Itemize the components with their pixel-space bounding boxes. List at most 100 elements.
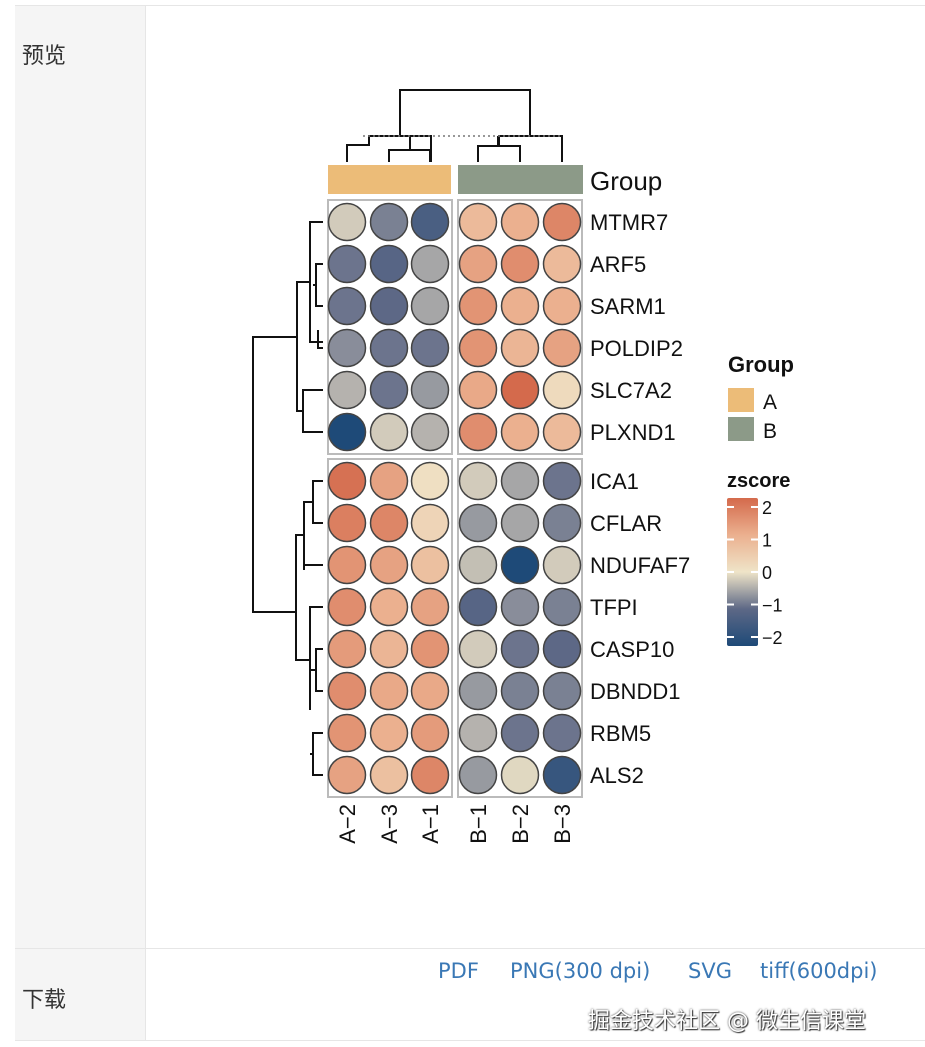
cell-ARF5-5 bbox=[542, 244, 582, 284]
column-label: A−3 bbox=[377, 804, 402, 844]
cell-SLC7A2-1 bbox=[369, 370, 409, 410]
cell-CFLAR-2 bbox=[410, 503, 450, 543]
cell-POLDIP2-1 bbox=[369, 328, 409, 368]
row-label: TFPI bbox=[590, 595, 638, 620]
cell-ICA1-5 bbox=[542, 461, 582, 501]
cell-DBNDD1-4 bbox=[500, 671, 540, 711]
cell-MTMR7-5 bbox=[542, 202, 582, 242]
cell-SLC7A2-2 bbox=[410, 370, 450, 410]
cell-TFPI-4 bbox=[500, 587, 540, 627]
cell-MTMR7-0 bbox=[327, 202, 367, 242]
preview-label: 预览 bbox=[22, 44, 67, 69]
cell-ALS2-2 bbox=[410, 755, 450, 795]
cell-SARM1-2 bbox=[410, 286, 450, 326]
row-label: DBNDD1 bbox=[590, 679, 680, 704]
annotation-title: Group bbox=[590, 166, 662, 196]
cell-TFPI-2 bbox=[410, 587, 450, 627]
cell-DBNDD1-3 bbox=[458, 671, 498, 711]
scale-tick-label: 0 bbox=[762, 563, 772, 583]
cell-CFLAR-0 bbox=[327, 503, 367, 543]
row-label: RBM5 bbox=[590, 721, 651, 746]
column-label: A−1 bbox=[418, 804, 443, 844]
row-label: CASP10 bbox=[590, 637, 674, 662]
download-pdf-link[interactable]: PDF bbox=[438, 959, 479, 983]
scale-tick-label: −2 bbox=[762, 628, 783, 648]
download-label: 下载 bbox=[22, 988, 67, 1013]
cell-PLXND1-3 bbox=[458, 412, 498, 452]
heatmap-chart: Group MTMR7 ARF5 SARM1 POLDIP2 SLC7A2 PLXND1 IC… bbox=[252, 89, 794, 844]
cell-NDUFAF7-4 bbox=[500, 545, 540, 585]
divider bbox=[15, 1040, 925, 1041]
cell-CASP10-4 bbox=[500, 629, 540, 669]
cell-TFPI-0 bbox=[327, 587, 367, 627]
row-label: PLXND1 bbox=[590, 420, 676, 445]
row-label: SLC7A2 bbox=[590, 378, 672, 403]
cell-RBM5-5 bbox=[542, 713, 582, 753]
heatmap-block bbox=[327, 199, 453, 455]
cell-CASP10-0 bbox=[327, 629, 367, 669]
cell-MTMR7-4 bbox=[500, 202, 540, 242]
cell-RBM5-3 bbox=[458, 713, 498, 753]
cell-CASP10-5 bbox=[542, 629, 582, 669]
cell-DBNDD1-1 bbox=[369, 671, 409, 711]
heatmap-block bbox=[457, 199, 583, 455]
legend-swatch-A bbox=[728, 388, 754, 412]
column-label: B−1 bbox=[466, 804, 491, 844]
watermark: 掘金技术社区 @ 微生信课堂 bbox=[588, 1009, 866, 1034]
cell-SARM1-4 bbox=[500, 286, 540, 326]
cell-CASP10-3 bbox=[458, 629, 498, 669]
scale-tick-label: 1 bbox=[762, 531, 772, 551]
cell-ICA1-1 bbox=[369, 461, 409, 501]
cell-ARF5-4 bbox=[500, 244, 540, 284]
group-bar-B bbox=[458, 165, 583, 194]
cell-POLDIP2-0 bbox=[327, 328, 367, 368]
cell-NDUFAF7-0 bbox=[327, 545, 367, 585]
cell-MTMR7-1 bbox=[369, 202, 409, 242]
row-dendrogram bbox=[252, 221, 323, 776]
cell-POLDIP2-5 bbox=[542, 328, 582, 368]
cell-PLXND1-2 bbox=[410, 412, 450, 452]
cell-CASP10-1 bbox=[369, 629, 409, 669]
cell-PLXND1-0 bbox=[327, 412, 367, 452]
row-label: SARM1 bbox=[590, 294, 666, 319]
sidebar-preview bbox=[15, 5, 145, 948]
cell-ALS2-0 bbox=[327, 755, 367, 795]
cell-RBM5-2 bbox=[410, 713, 450, 753]
row-label: NDUFAF7 bbox=[590, 553, 690, 578]
cell-SARM1-3 bbox=[458, 286, 498, 326]
cell-CFLAR-1 bbox=[369, 503, 409, 543]
sidebar-download bbox=[15, 949, 145, 1040]
divider bbox=[145, 5, 146, 1040]
divider bbox=[15, 948, 925, 949]
cell-DBNDD1-5 bbox=[542, 671, 582, 711]
cell-SARM1-1 bbox=[369, 286, 409, 326]
cell-ALS2-4 bbox=[500, 755, 540, 795]
row-label: MTMR7 bbox=[590, 210, 668, 235]
cell-ALS2-3 bbox=[458, 755, 498, 795]
download-svg-link[interactable]: SVG bbox=[688, 959, 732, 983]
cell-NDUFAF7-5 bbox=[542, 545, 582, 585]
cell-POLDIP2-4 bbox=[500, 328, 540, 368]
download-tiff-link[interactable]: tiff(600dpi) bbox=[760, 959, 878, 983]
cell-NDUFAF7-1 bbox=[369, 545, 409, 585]
divider bbox=[15, 5, 925, 6]
cell-PLXND1-4 bbox=[500, 412, 540, 452]
row-label: CFLAR bbox=[590, 511, 662, 536]
download-png-link[interactable]: PNG(300 dpi) bbox=[510, 959, 651, 983]
cell-NDUFAF7-2 bbox=[410, 545, 450, 585]
legend-group-label: B bbox=[763, 420, 777, 443]
scale-tick-label: −1 bbox=[762, 596, 783, 616]
cell-ARF5-1 bbox=[369, 244, 409, 284]
cell-ALS2-1 bbox=[369, 755, 409, 795]
cell-MTMR7-3 bbox=[458, 202, 498, 242]
cell-CASP10-2 bbox=[410, 629, 450, 669]
row-label: ALS2 bbox=[590, 763, 644, 788]
cell-ICA1-2 bbox=[410, 461, 450, 501]
cell-RBM5-1 bbox=[369, 713, 409, 753]
cell-DBNDD1-2 bbox=[410, 671, 450, 711]
cell-SLC7A2-5 bbox=[542, 370, 582, 410]
cell-POLDIP2-2 bbox=[410, 328, 450, 368]
group-bar-A bbox=[328, 165, 451, 194]
cell-TFPI-5 bbox=[542, 587, 582, 627]
